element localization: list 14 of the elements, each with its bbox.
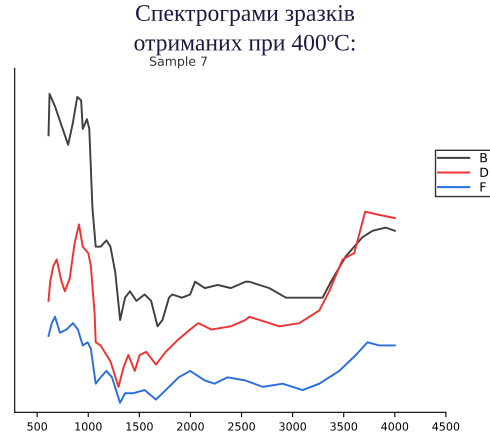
x-tick-label: 1500 [126,422,153,431]
x-tick-label: 4500 [432,422,460,431]
x-tick-label: 4000 [381,422,408,431]
x-tick-label: 3500 [330,422,358,431]
legend-label: B [480,153,487,162]
chart-subtitle: Sample 7 [150,56,207,68]
x-tick-label: 2500 [228,422,255,431]
x-tick-label: 2000 [177,422,204,431]
legend-label: D [480,168,488,177]
x-tick-label: 3000 [279,422,306,431]
chart-title: Спектрограми зразків отриманих при 400ºC: [134,5,354,56]
x-tick-label: 1000 [75,422,102,431]
x-tick-label: 500 [27,422,48,431]
legend-label: F [480,182,486,192]
